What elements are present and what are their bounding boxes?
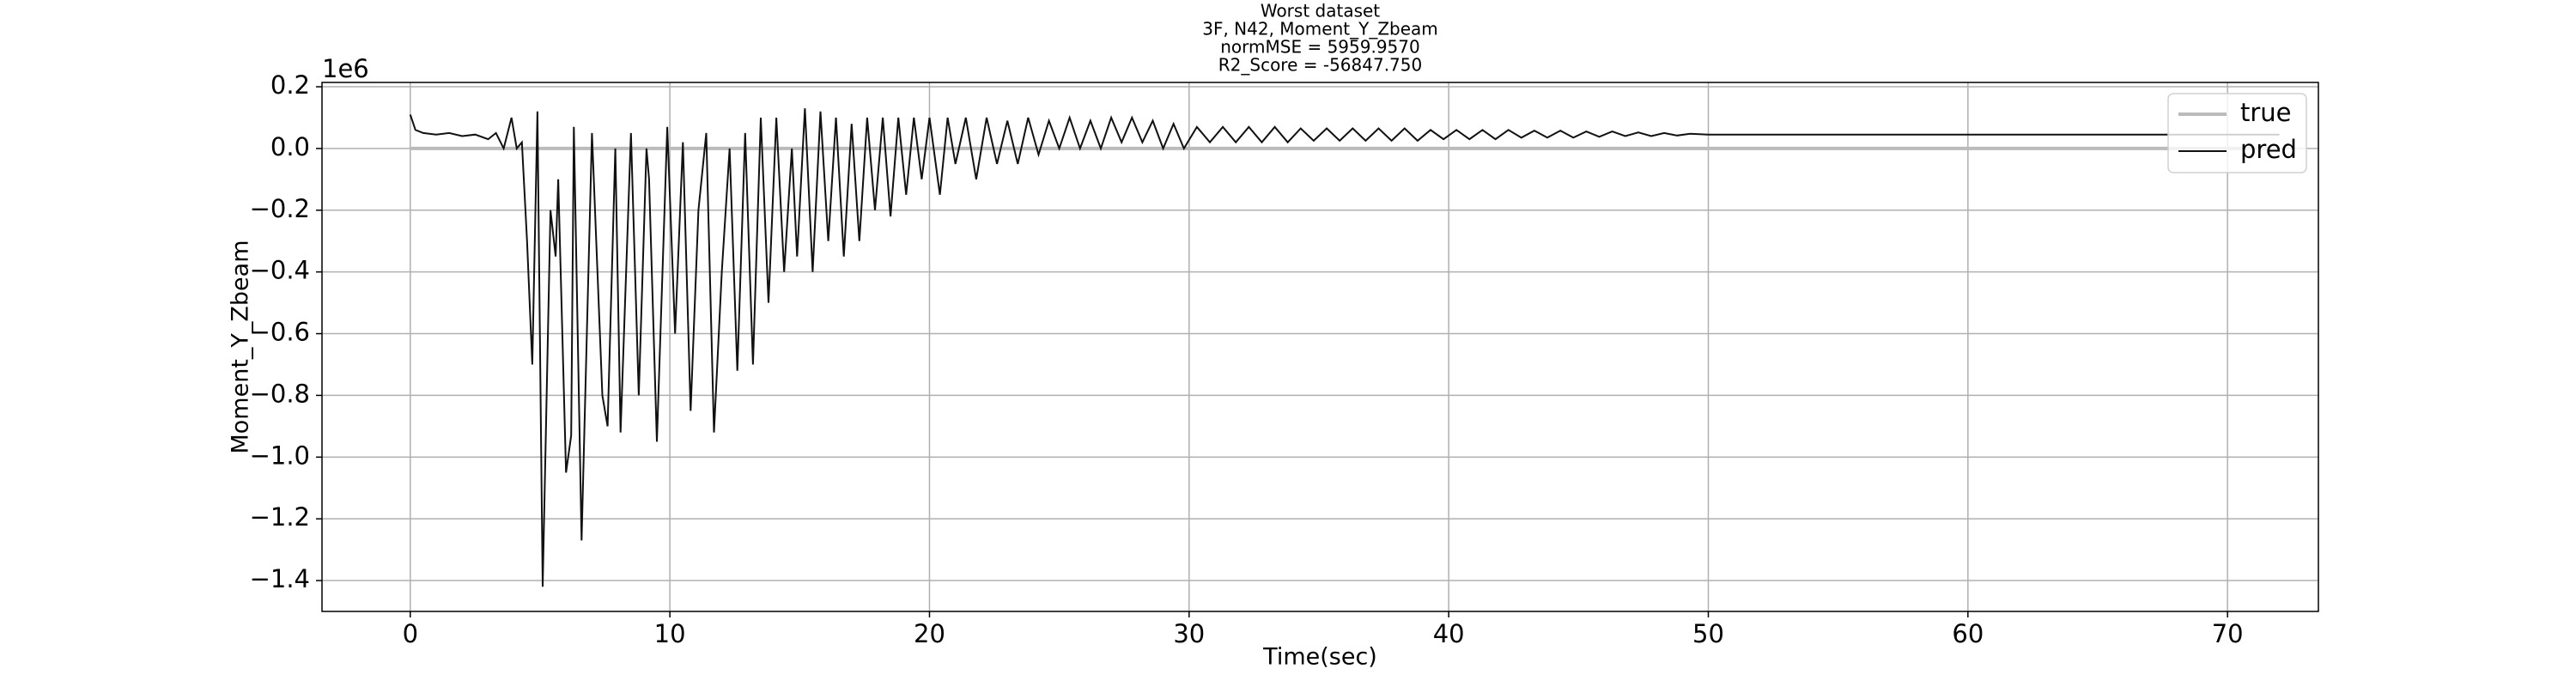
chart-title: Worst dataset: [1261, 1, 1380, 21]
chart-title: 3F, N42, Moment_Y_Zbeam: [1202, 19, 1438, 40]
y-tick-label: −1.2: [250, 502, 310, 532]
y-tick-label: −0.8: [250, 379, 310, 408]
y-offset-label: 1e6: [322, 54, 369, 83]
y-tick-label: −1.0: [250, 441, 310, 470]
x-tick-label: 10: [654, 619, 686, 648]
y-tick-label: 0.0: [270, 132, 310, 161]
x-tick-label: 30: [1173, 619, 1205, 648]
x-tick-label: 70: [2212, 619, 2244, 648]
y-tick-label: −0.4: [250, 256, 310, 285]
x-tick-label: 0: [403, 619, 418, 648]
x-tick-label: 60: [1952, 619, 1984, 648]
line-pred: [409, 108, 2280, 587]
y-tick-label: 0.2: [270, 70, 310, 100]
x-axis-label: Time(sec): [1262, 644, 1377, 671]
x-tick-label: 20: [914, 619, 945, 648]
legend-label: true: [2240, 98, 2292, 127]
x-tick-label: 40: [1433, 619, 1465, 648]
chart-title: normMSE = 5959.9570: [1220, 37, 1419, 58]
plot-frame: [321, 82, 2319, 612]
y-tick-label: −0.2: [250, 194, 310, 223]
y-axis-label: Moment_Y_Zbeam: [228, 240, 254, 453]
x-tick-label: 50: [1692, 619, 1724, 648]
chart-title: R2_Score = -56847.750: [1218, 55, 1422, 76]
y-tick-label: −0.6: [250, 318, 310, 347]
y-tick-label: −1.4: [250, 564, 310, 593]
legend-label: pred: [2240, 135, 2297, 164]
